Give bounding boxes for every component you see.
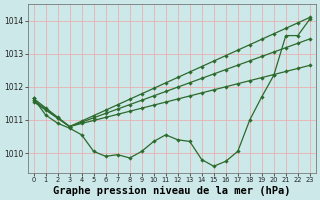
X-axis label: Graphe pression niveau de la mer (hPa): Graphe pression niveau de la mer (hPa) <box>53 186 291 196</box>
